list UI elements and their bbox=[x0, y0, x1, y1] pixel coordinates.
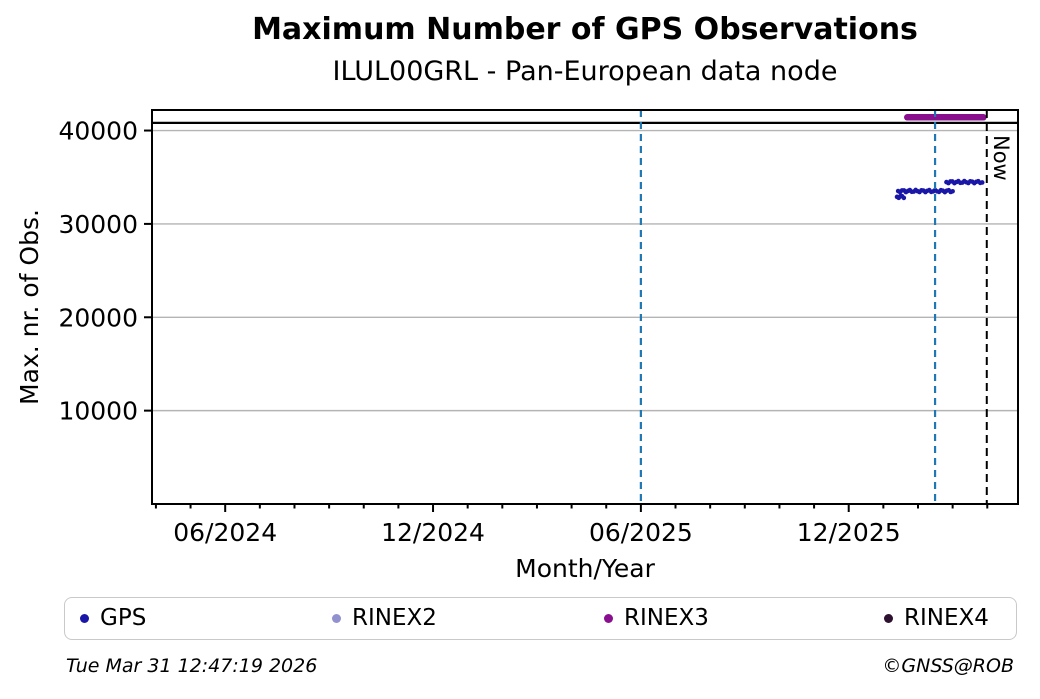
rinex4-marker-icon bbox=[884, 614, 893, 623]
chart-subtitle: ILUL00GRL - Pan-European data node bbox=[332, 56, 838, 87]
gps-data-point bbox=[950, 188, 955, 194]
x-tick-label: 12/2025 bbox=[797, 518, 901, 547]
legend-item-rinex2: RINEX2 bbox=[332, 598, 437, 639]
rinex2-marker-icon bbox=[332, 614, 341, 623]
copyright-text: ©GNSS@ROB bbox=[882, 655, 1014, 677]
rinex3-marker-icon bbox=[604, 614, 613, 623]
now-label: Now bbox=[989, 135, 1013, 181]
legend-item-rinex4: RINEX4 bbox=[884, 598, 989, 639]
legend-label: RINEX2 bbox=[352, 605, 437, 631]
y-axis-label: Max. nr. of Obs. bbox=[15, 209, 44, 405]
y-tick-label: 30000 bbox=[58, 210, 138, 239]
x-tick-label: 06/2024 bbox=[173, 518, 277, 547]
chart-legend: GPS RINEX2 RINEX3 RINEX4 bbox=[64, 597, 1017, 640]
x-tick-label: 06/2025 bbox=[589, 518, 693, 547]
plot-timestamp: Tue Mar 31 12:47:19 2026 bbox=[66, 655, 318, 677]
legend-label: RINEX3 bbox=[624, 605, 709, 631]
y-tick-label: 20000 bbox=[58, 303, 138, 332]
legend-label: RINEX4 bbox=[904, 605, 989, 631]
y-tick-label: 40000 bbox=[58, 117, 138, 146]
x-axis-label: Month/Year bbox=[515, 554, 655, 583]
plot-border bbox=[151, 109, 1019, 505]
legend-label: GPS bbox=[100, 605, 147, 631]
gps-data-point bbox=[979, 180, 985, 185]
chart-title: Maximum Number of GPS Observations bbox=[252, 12, 918, 47]
y-tick-label: 10000 bbox=[58, 397, 138, 426]
x-tick-label: 12/2024 bbox=[381, 518, 485, 547]
legend-item-gps: GPS bbox=[80, 598, 146, 639]
gps-data-point bbox=[901, 195, 907, 201]
gps-marker-icon bbox=[80, 614, 89, 623]
legend-item-rinex3: RINEX3 bbox=[604, 598, 709, 639]
